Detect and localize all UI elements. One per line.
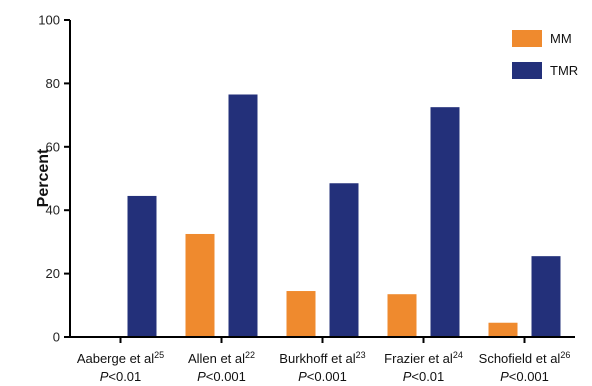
x-tick-label: Schofield et al26 xyxy=(479,350,571,366)
y-tick-label: 60 xyxy=(46,139,60,154)
p-value-label: P<0.01 xyxy=(100,369,142,384)
p-value-label: P<0.01 xyxy=(403,369,445,384)
y-tick-label: 40 xyxy=(46,203,60,218)
bar-tmr-2 xyxy=(329,183,359,337)
bar-tmr-4 xyxy=(531,256,561,337)
p-value-label: P<0.001 xyxy=(298,369,347,384)
legend: MM TMR xyxy=(512,30,578,79)
legend-label-tmr: TMR xyxy=(550,63,578,78)
y-tick-label: 100 xyxy=(38,13,60,28)
y-tick-label: 80 xyxy=(46,76,60,91)
y-tick-label: 0 xyxy=(53,330,60,345)
bar-mm-4 xyxy=(488,322,518,337)
p-value-label: P<0.001 xyxy=(500,369,549,384)
legend-swatch-tmr xyxy=(512,62,542,79)
y-axis: 0 20 40 60 80 100 xyxy=(38,13,71,345)
bars xyxy=(127,94,561,338)
x-tick-label: Burkhoff et al23 xyxy=(279,350,365,366)
y-axis-label: Percent xyxy=(35,148,52,207)
x-tick-label: Aaberge et al25 xyxy=(77,350,164,366)
bar-tmr-1 xyxy=(228,94,258,338)
bar-tmr-0 xyxy=(127,195,157,337)
x-tick-label: Allen et al22 xyxy=(188,350,255,366)
legend-label-mm: MM xyxy=(550,31,572,46)
legend-swatch-mm xyxy=(512,30,542,47)
bar-tmr-3 xyxy=(430,107,460,337)
p-value-label: P<0.001 xyxy=(197,369,246,384)
x-axis: Aaberge et al25 P<0.01 Allen et al22 P<0.00… xyxy=(69,336,575,384)
bar-mm-3 xyxy=(387,294,417,337)
y-tick-label: 20 xyxy=(46,266,60,281)
bar-mm-1 xyxy=(185,233,215,337)
x-tick-label: Frazier et al24 xyxy=(384,350,463,366)
bar-mm-2 xyxy=(286,291,316,337)
